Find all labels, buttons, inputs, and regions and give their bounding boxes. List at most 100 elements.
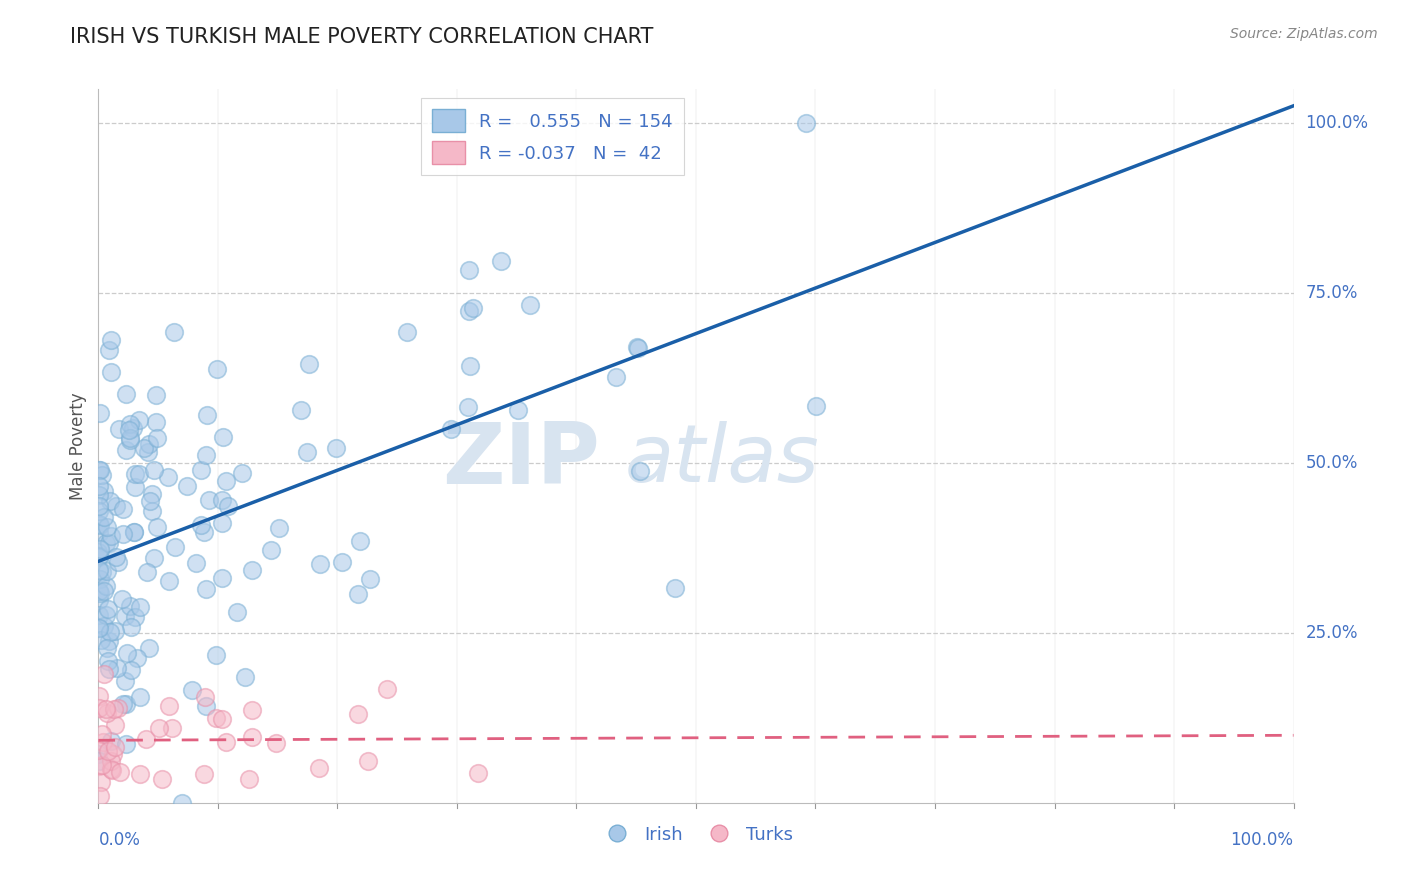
Point <box>98 536 121 550</box>
Point <box>141 504 163 518</box>
Point <box>104 718 127 732</box>
Text: IRISH VS TURKISH MALE POVERTY CORRELATION CHART: IRISH VS TURKISH MALE POVERTY CORRELATIO… <box>70 27 654 46</box>
Point <box>360 572 382 586</box>
Point <box>87 545 110 559</box>
Point <box>89 608 111 623</box>
Point <box>89 586 111 600</box>
Point <box>104 549 127 564</box>
Point <box>87 622 110 636</box>
Point <box>87 549 110 563</box>
Point <box>211 712 233 726</box>
Point <box>89 542 111 557</box>
Point <box>108 765 131 780</box>
Point <box>519 298 541 312</box>
Point <box>136 565 159 579</box>
Point <box>626 341 648 355</box>
Point <box>128 413 150 427</box>
Point <box>125 650 148 665</box>
Point <box>664 581 686 595</box>
Point <box>290 403 312 417</box>
Point <box>114 673 136 688</box>
Point <box>180 682 202 697</box>
Point <box>138 436 160 450</box>
Point <box>98 634 121 648</box>
Point <box>87 747 110 761</box>
Point <box>217 500 239 514</box>
Point <box>87 583 110 598</box>
Point <box>124 480 146 494</box>
Point <box>100 762 122 776</box>
Point <box>114 609 136 624</box>
Point <box>111 697 134 711</box>
Point <box>157 574 180 589</box>
Point <box>107 661 129 675</box>
Point <box>89 690 111 704</box>
Point <box>395 325 418 339</box>
Point <box>143 462 166 476</box>
Point <box>115 387 138 401</box>
Point <box>357 754 380 768</box>
Point <box>132 442 155 456</box>
Point <box>93 666 115 681</box>
Point <box>97 602 120 616</box>
Point <box>211 492 233 507</box>
Point <box>96 520 118 534</box>
Point <box>129 767 152 781</box>
Point <box>240 703 263 717</box>
Point <box>90 565 112 579</box>
Point <box>157 698 180 713</box>
Point <box>330 555 353 569</box>
Point <box>211 571 233 585</box>
Text: Source: ZipAtlas.com: Source: ZipAtlas.com <box>1230 27 1378 41</box>
Point <box>94 579 117 593</box>
Point <box>120 433 142 447</box>
Point <box>87 549 110 564</box>
Point <box>150 772 173 786</box>
Point <box>506 403 529 417</box>
Point <box>90 632 112 647</box>
Point <box>194 690 217 705</box>
Point <box>184 556 207 570</box>
Point <box>100 734 122 748</box>
Point <box>120 620 142 634</box>
Text: 100.0%: 100.0% <box>1306 114 1368 132</box>
Point <box>231 466 253 480</box>
Legend: Irish, Turks: Irish, Turks <box>592 819 800 851</box>
Point <box>163 325 186 339</box>
Point <box>90 468 112 483</box>
Point <box>458 359 481 374</box>
Point <box>91 758 114 772</box>
Point <box>804 399 827 413</box>
Point <box>100 365 122 379</box>
Point <box>100 333 122 347</box>
Point <box>115 697 138 711</box>
Point <box>118 423 141 437</box>
Point <box>193 766 215 780</box>
Point <box>214 735 236 749</box>
Point <box>103 747 125 761</box>
Point <box>93 484 115 499</box>
Y-axis label: Male Poverty: Male Poverty <box>69 392 87 500</box>
Point <box>118 599 141 614</box>
Point <box>90 727 112 741</box>
Point <box>107 700 129 714</box>
Point <box>135 732 157 747</box>
Point <box>128 467 150 481</box>
Text: 50.0%: 50.0% <box>1306 454 1358 472</box>
Point <box>240 730 263 744</box>
Point <box>194 698 217 713</box>
Point <box>347 586 370 600</box>
Point <box>142 551 165 566</box>
Point <box>122 525 145 540</box>
Text: 25.0%: 25.0% <box>1306 624 1358 642</box>
Point <box>298 357 321 371</box>
Point <box>118 431 141 445</box>
Point <box>308 761 330 775</box>
Point <box>89 463 111 477</box>
Point <box>794 116 817 130</box>
Point <box>240 564 263 578</box>
Point <box>190 518 212 533</box>
Point <box>112 501 135 516</box>
Point <box>100 754 122 768</box>
Point <box>115 737 138 751</box>
